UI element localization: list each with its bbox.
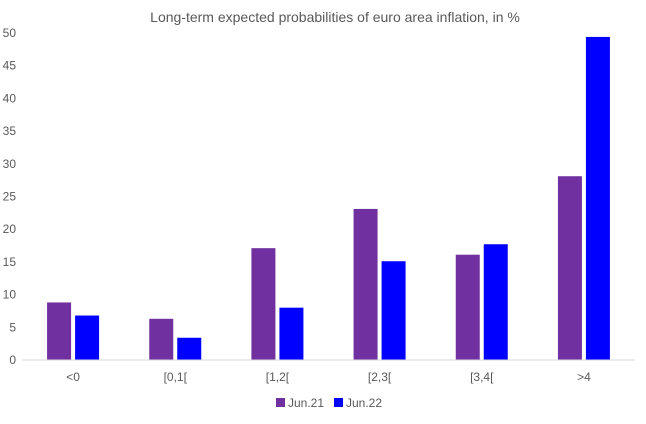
bars xyxy=(47,36,610,360)
legend-swatch xyxy=(334,398,343,407)
bar-jun-21-0 xyxy=(47,302,72,360)
bar-jun-22-2 xyxy=(279,307,304,360)
y-tick-label: 25 xyxy=(3,190,17,204)
bar-jun-22-0 xyxy=(75,315,100,360)
legend-swatch xyxy=(276,398,285,407)
x-category-label: [3,4[ xyxy=(470,370,494,384)
legend: Jun.21 Jun.22 xyxy=(276,396,382,410)
bar-jun-22-1 xyxy=(177,337,202,360)
bar-jun-21-1 xyxy=(149,318,174,360)
bar-jun-21-3 xyxy=(353,208,378,360)
legend-label: Jun.22 xyxy=(346,396,382,410)
x-category-label: >4 xyxy=(577,370,591,384)
y-tick-label: 35 xyxy=(3,124,17,138)
y-tick-label: 40 xyxy=(3,91,17,105)
x-category-label: [2,3[ xyxy=(368,370,392,384)
bar-jun-21-2 xyxy=(251,248,276,360)
bar-jun-22-5 xyxy=(585,36,610,360)
y-tick-label: 0 xyxy=(9,353,16,367)
x-axis-categories: <0 [0,1[ [1,2[ [2,3[ [3,4[ >4 xyxy=(66,370,591,384)
legend-label: Jun.21 xyxy=(288,396,324,410)
x-category-label: [0,1[ xyxy=(164,370,188,384)
y-tick-label: 20 xyxy=(3,222,17,236)
y-tick-label: 15 xyxy=(3,255,17,269)
y-tick-label: 45 xyxy=(3,59,17,73)
bar-jun-22-4 xyxy=(483,244,508,360)
x-category-label: [1,2[ xyxy=(266,370,290,384)
bar-jun-21-5 xyxy=(557,176,582,360)
x-category-label: <0 xyxy=(66,370,80,384)
y-tick-label: 10 xyxy=(3,288,17,302)
bar-jun-21-4 xyxy=(455,254,480,360)
y-tick-label: 30 xyxy=(3,157,17,171)
chart-title: Long-term expected probabilities of euro… xyxy=(150,9,520,25)
bar-jun-22-3 xyxy=(381,261,406,360)
y-axis-ticks: 0 5 10 15 20 25 30 35 40 45 50 xyxy=(3,26,17,367)
y-tick-label: 50 xyxy=(3,26,17,40)
y-tick-label: 5 xyxy=(9,320,16,334)
